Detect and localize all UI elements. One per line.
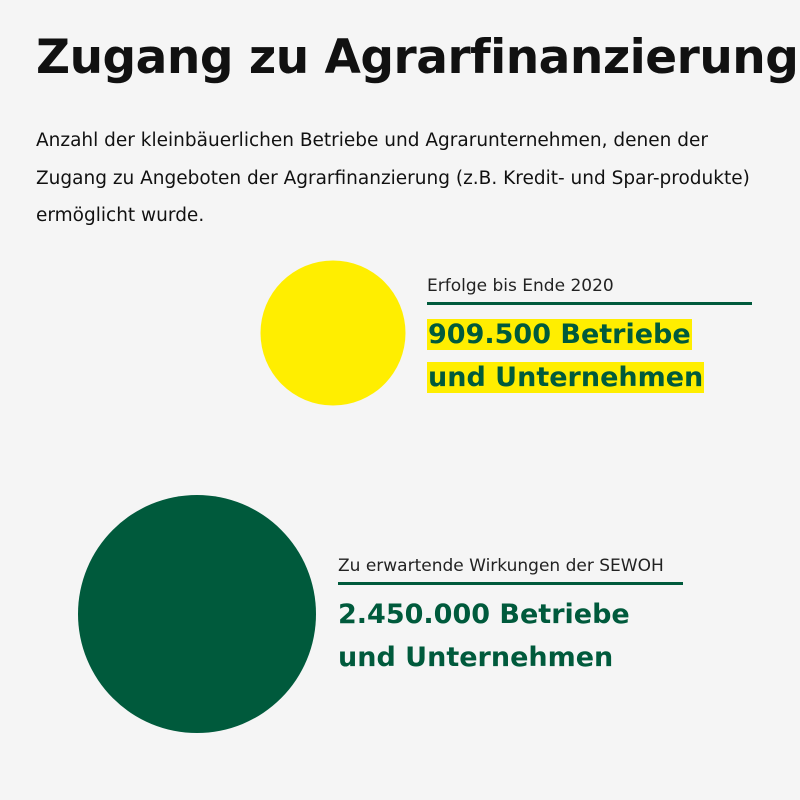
label-sewoh-wirkungen: Zu erwartende Wirkungen der SEWOH 2.450.…: [338, 556, 683, 679]
chart-subtitle: Anzahl der kleinbäuerlichen Betriebe und…: [36, 130, 750, 226]
label-erfolge-2020: Erfolge bis Ende 2020 909.500 Betriebe u…: [427, 276, 752, 399]
value-label: 909.500 Betriebe und Unternehmen: [427, 313, 752, 399]
category-label: Zu erwartende Wirkungen der SEWOH: [338, 556, 683, 585]
category-label: Erfolge bis Ende 2020: [427, 276, 752, 305]
chart-title: Zugang zu Agrarfinanzierung: [36, 30, 799, 85]
value-label: 2.450.000 Betriebe und Unternehmen: [338, 599, 630, 673]
circle-erfolge-2020: [260, 260, 406, 406]
circle-sewoh-wirkungen: [78, 495, 316, 733]
value-text: 909.500 Betriebe und Unternehmen: [427, 319, 705, 393]
